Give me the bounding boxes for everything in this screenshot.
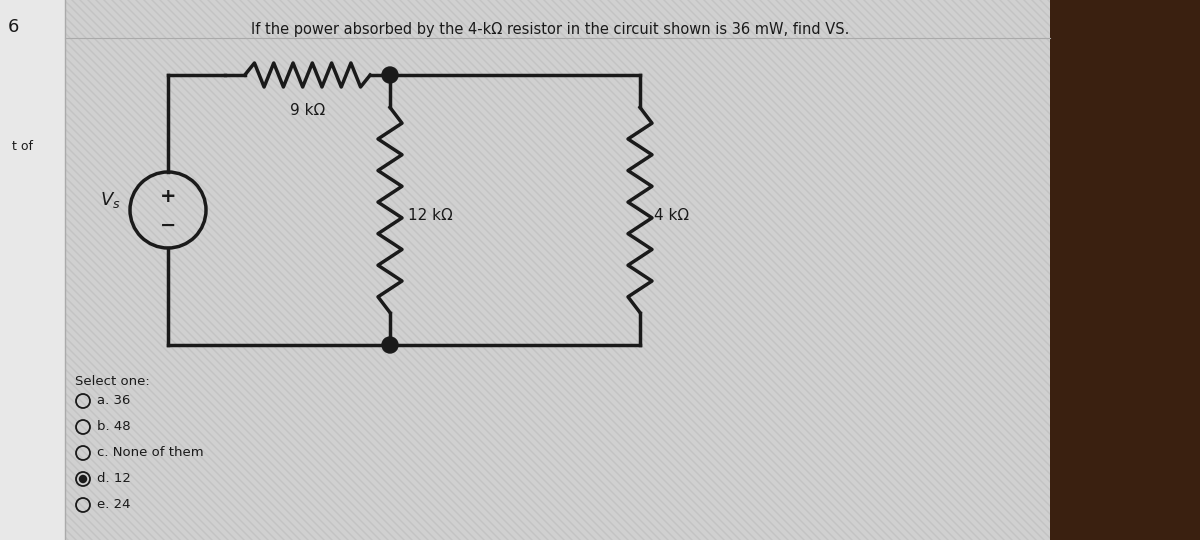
Text: 9 kΩ: 9 kΩ [290,103,325,118]
Text: d. 12: d. 12 [97,472,131,485]
Text: If the power absorbed by the 4-kΩ resistor in the circuit shown is 36 mW, find V: If the power absorbed by the 4-kΩ resist… [251,22,850,37]
Text: $V_s$: $V_s$ [100,190,120,210]
Circle shape [382,337,398,353]
Text: t of: t of [12,140,34,153]
Circle shape [382,67,398,83]
Text: e. 24: e. 24 [97,498,131,511]
Text: 6: 6 [8,18,19,36]
Text: Select one:: Select one: [74,375,150,388]
Circle shape [79,476,86,483]
Text: 12 kΩ: 12 kΩ [408,207,452,222]
Text: +: + [160,187,176,206]
Text: −: − [160,215,176,234]
Bar [0,0,65,540]
Bar [1050,0,1200,540]
Text: a. 36: a. 36 [97,395,131,408]
Text: 4 kΩ: 4 kΩ [654,207,689,222]
Text: c. None of them: c. None of them [97,447,204,460]
Text: b. 48: b. 48 [97,421,131,434]
